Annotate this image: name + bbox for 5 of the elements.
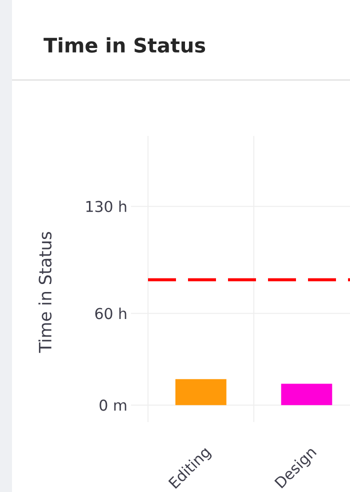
y-tick-label: 130 h — [86, 200, 126, 212]
y-tick-label: 60 h — [95, 308, 126, 320]
y-axis-title: Time in Status — [38, 232, 52, 353]
chart-title: Time in Status — [44, 37, 206, 53]
y-tick-label: 0 m — [100, 400, 126, 411]
